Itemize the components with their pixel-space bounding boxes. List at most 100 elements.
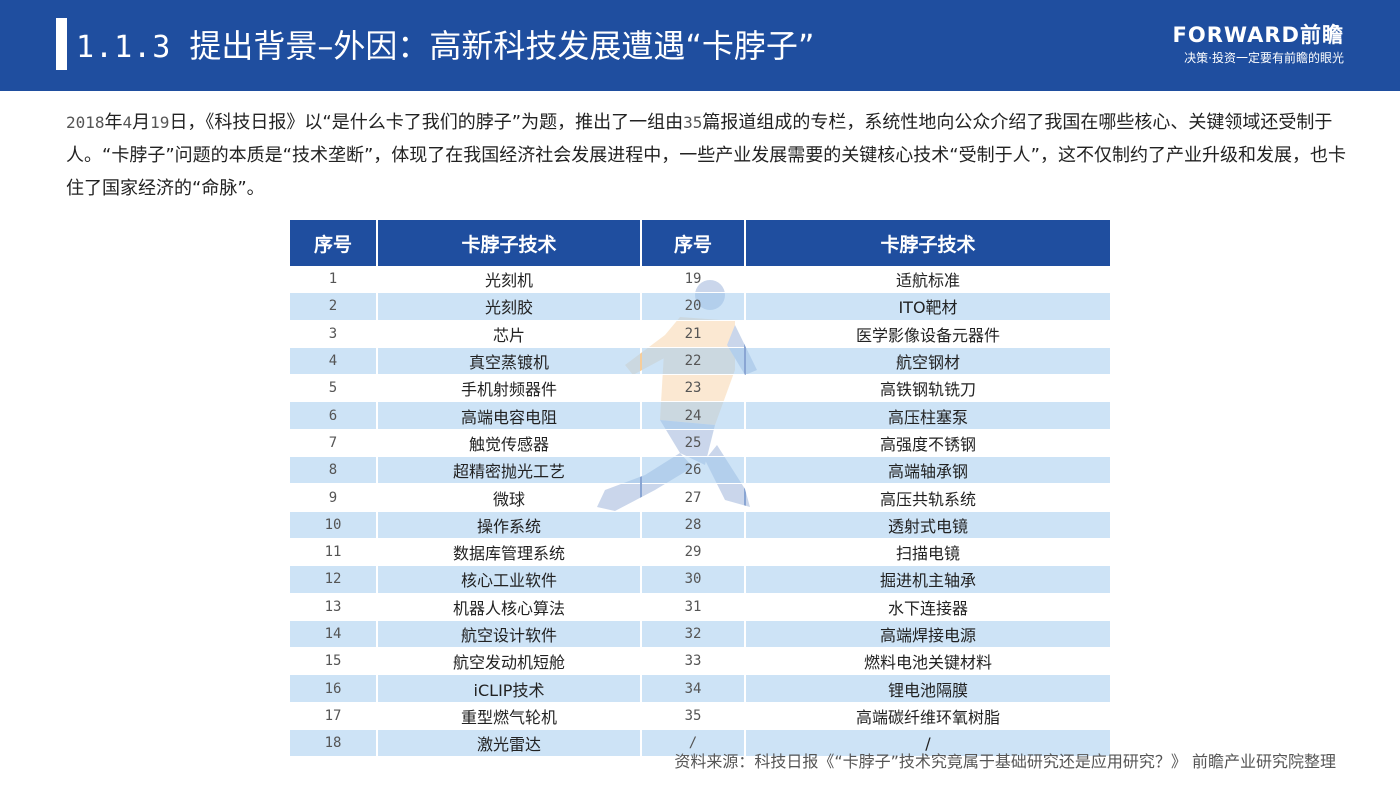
table-row: 18 激光雷达 / / xyxy=(290,730,1110,758)
intro-year: 2018 xyxy=(66,113,105,132)
row-index: 8 xyxy=(290,457,376,485)
row-tech: 医学影像设备元器件 xyxy=(746,320,1110,348)
row-tech: 芯片 xyxy=(378,320,640,348)
row-index: 4 xyxy=(290,347,376,376)
row-tech: iCLIP技术 xyxy=(378,675,640,703)
table-row: 11 数据库管理系统 29 扫描电镜 xyxy=(290,538,1110,567)
row-index: 1 xyxy=(290,266,376,294)
table-row: 14 航空设计软件 32 高端焊接电源 xyxy=(290,620,1110,649)
col-header-tech: 卡脖子技术 xyxy=(378,220,640,266)
row-index: 26 xyxy=(642,457,744,485)
row-index: 13 xyxy=(290,593,376,621)
intro-paragraph: 2018年4月19日，《科技日报》以“是什么卡了我们的脖子”为题，推出了一组由3… xyxy=(66,106,1346,205)
row-index: 3 xyxy=(290,320,376,348)
source-note: 资料来源：科技日报《“卡脖子”技术究竟属于基础研究还是应用研究？》 前瞻产业研究… xyxy=(674,752,1336,771)
row-tech: 航空钢材 xyxy=(746,347,1110,376)
logo-main-text: FORWARD前瞻 xyxy=(1172,23,1344,47)
table-row: 16 iCLIP技术 34 锂电池隔膜 xyxy=(290,675,1110,703)
table-row: 3 芯片 21 医学影像设备元器件 xyxy=(290,320,1110,348)
row-index: 5 xyxy=(290,375,376,403)
row-index: 29 xyxy=(642,538,744,567)
row-tech: 核心工业软件 xyxy=(378,566,640,594)
col-header-index: 序号 xyxy=(290,220,376,266)
row-index: 20 xyxy=(642,293,744,321)
table-row: 12 核心工业软件 30 掘进机主轴承 xyxy=(290,566,1110,594)
table-row: 15 航空发动机短舱 33 燃料电池关键材料 xyxy=(290,648,1110,676)
intro-text-3: 日，《科技日报》以“是什么卡了我们的脖子”为题，推出了一组由 xyxy=(169,112,684,133)
row-index: 24 xyxy=(642,402,744,430)
row-tech: 数据库管理系统 xyxy=(378,538,640,567)
tech-table: 序号 卡脖子技术 序号 卡脖子技术 1 光刻机 19 适航标准 2 光刻胶 20 ITO靶材 3… xyxy=(288,220,1112,758)
row-index: 2 xyxy=(290,293,376,321)
row-index: 15 xyxy=(290,648,376,676)
row-index: 12 xyxy=(290,566,376,594)
row-index: 34 xyxy=(642,675,744,703)
row-index: 10 xyxy=(290,511,376,539)
table-row: 1 光刻机 19 适航标准 xyxy=(290,266,1110,294)
table-row: 6 高端电容电阻 24 高压柱塞泵 xyxy=(290,402,1110,430)
table-row: 4 真空蒸镀机 22 航空钢材 xyxy=(290,347,1110,376)
row-tech: 高压柱塞泵 xyxy=(746,402,1110,430)
row-tech: / xyxy=(746,730,1110,758)
row-tech: 触觉传感器 xyxy=(378,429,640,458)
col-header-tech: 卡脖子技术 xyxy=(746,220,1110,266)
intro-text-4: 篇报道组成的专栏，系统性地向公众介绍了我国在哪些核心、关键领域还受制于人。“卡脖… xyxy=(66,112,1346,199)
row-tech: 光刻胶 xyxy=(378,293,640,321)
row-tech: 扫描电镜 xyxy=(746,538,1110,567)
row-tech: 适航标准 xyxy=(746,266,1110,294)
header-accent-bar xyxy=(56,18,67,70)
row-tech: 操作系统 xyxy=(378,511,640,539)
col-header-index: 序号 xyxy=(642,220,744,266)
logo-slogan: 决策·投资一定要有前瞻的眼光 xyxy=(1184,51,1344,65)
row-index: 11 xyxy=(290,538,376,567)
row-index: 32 xyxy=(642,620,744,649)
row-index: 16 xyxy=(290,675,376,703)
page-title: 1.1.3 提出背景–外因：高新科技发展遭遇“卡脖子” xyxy=(76,22,814,72)
intro-text-1: 年 xyxy=(104,112,123,133)
row-tech: 锂电池隔膜 xyxy=(746,675,1110,703)
title-text: 提出背景–外因：高新科技发展遭遇“卡脖子” xyxy=(189,27,815,65)
row-index: 17 xyxy=(290,702,376,731)
table-row: 5 手机射频器件 23 高铁钢轨铣刀 xyxy=(290,375,1110,403)
row-index: 22 xyxy=(642,347,744,376)
table-row: 9 微球 27 高压共轨系统 xyxy=(290,484,1110,512)
row-index: 35 xyxy=(642,702,744,731)
table-body: 1 光刻机 19 适航标准 2 光刻胶 20 ITO靶材 3 芯片 21 医学影像设备元器件 4 真空蒸镀… xyxy=(290,266,1110,758)
section-number: 1.1.3 xyxy=(76,30,172,65)
row-tech: 航空发动机短舱 xyxy=(378,648,640,676)
table-row: 10 操作系统 28 透射式电镜 xyxy=(290,511,1110,539)
row-tech: 重型燃气轮机 xyxy=(378,702,640,731)
row-index: 28 xyxy=(642,511,744,539)
row-tech: 透射式电镜 xyxy=(746,511,1110,539)
row-index: 30 xyxy=(642,566,744,594)
table-row: 17 重型燃气轮机 35 高端碳纤维环氧树脂 xyxy=(290,702,1110,731)
row-tech: 高端电容电阻 xyxy=(378,402,640,430)
row-tech: 高端焊接电源 xyxy=(746,620,1110,649)
row-index: 6 xyxy=(290,402,376,430)
row-index: 21 xyxy=(642,320,744,348)
header-banner: 1.1.3 提出背景–外因：高新科技发展遭遇“卡脖子” FORWARD前瞻 决策·… xyxy=(0,0,1400,91)
row-tech: 激光雷达 xyxy=(378,730,640,758)
row-tech: 燃料电池关键材料 xyxy=(746,648,1110,676)
row-tech: 水下连接器 xyxy=(746,593,1110,621)
row-tech: 微球 xyxy=(378,484,640,512)
row-index: 31 xyxy=(642,593,744,621)
row-tech: 掘进机主轴承 xyxy=(746,566,1110,594)
row-tech: 高强度不锈钢 xyxy=(746,429,1110,458)
row-index: 27 xyxy=(642,484,744,512)
row-tech: 机器人核心算法 xyxy=(378,593,640,621)
row-index: 14 xyxy=(290,620,376,649)
row-tech: 高端碳纤维环氧树脂 xyxy=(746,702,1110,731)
row-index: 7 xyxy=(290,429,376,458)
table-row: 7 触觉传感器 25 高强度不锈钢 xyxy=(290,429,1110,458)
table-header-row: 序号 卡脖子技术 序号 卡脖子技术 xyxy=(290,220,1110,266)
row-index: 25 xyxy=(642,429,744,458)
row-tech: 高压共轨系统 xyxy=(746,484,1110,512)
row-index: 18 xyxy=(290,730,376,758)
row-tech: 光刻机 xyxy=(378,266,640,294)
row-index: / xyxy=(642,730,744,758)
table-row: 8 超精密抛光工艺 26 高端轴承钢 xyxy=(290,457,1110,485)
row-index: 19 xyxy=(642,266,744,294)
intro-month: 4 xyxy=(122,113,133,132)
table-row: 2 光刻胶 20 ITO靶材 xyxy=(290,293,1110,321)
